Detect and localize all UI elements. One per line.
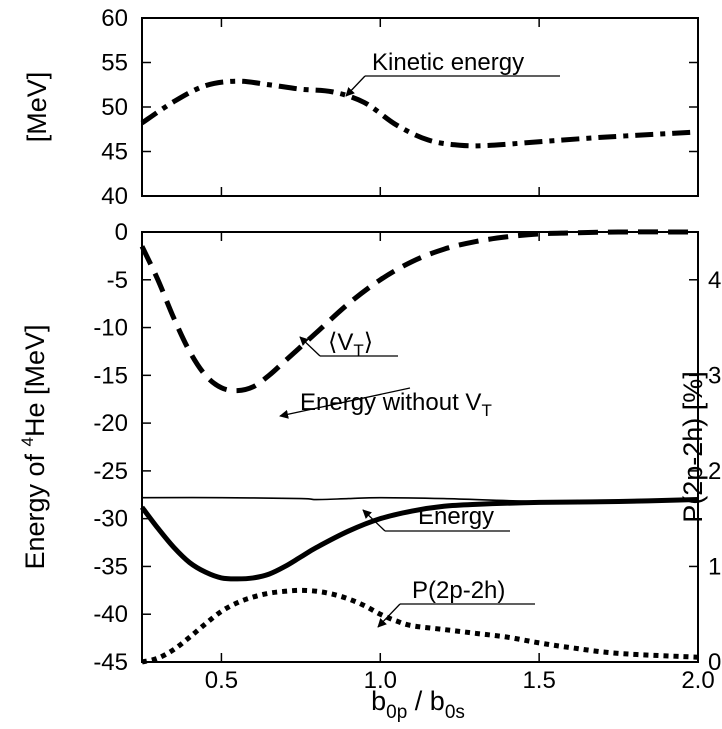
p2p2h-label: P(2p-2h) bbox=[412, 577, 505, 604]
bottom-left-y-ticks: 0 -5 -10 -15 -20 -25 -30 -35 -40 -45 bbox=[93, 219, 151, 676]
x-tick-label: 2.0 bbox=[681, 667, 714, 694]
vt-label: ⟨VT⟩ bbox=[328, 329, 373, 360]
bottom-y-tick-label: -40 bbox=[93, 601, 128, 628]
top-y-tick-label: 50 bbox=[101, 94, 128, 121]
x-tick-label: 1.0 bbox=[364, 667, 397, 694]
right-y-axis-label: P(2p-2h) [%] bbox=[678, 371, 708, 523]
bottom-y-axis-label: Energy of 4He [MeV] bbox=[18, 324, 50, 569]
bottom-y-tick-label: -45 bbox=[93, 649, 128, 676]
energy-arrow bbox=[362, 509, 386, 532]
energy-without-vt-underline bbox=[279, 387, 411, 419]
top-y-tick-label: 40 bbox=[101, 183, 128, 210]
top-y-ticks: 60 55 50 45 40 bbox=[101, 5, 699, 210]
top-series-group bbox=[140, 78, 699, 149]
top-y-tick-label: 60 bbox=[101, 5, 128, 32]
right-y-tick-label: 10 bbox=[708, 553, 722, 580]
bottom-y-tick-label: -20 bbox=[93, 410, 128, 437]
vt-arrow bbox=[299, 336, 321, 357]
bottom-y-tick-label: -15 bbox=[93, 362, 128, 389]
bottom-y-tick-label: 0 bbox=[115, 219, 128, 246]
energy-without-vt-label: Energy without VT bbox=[300, 389, 492, 420]
x-axis-label: b0p / b0s bbox=[371, 686, 465, 723]
bottom-y-tick-label: -30 bbox=[93, 506, 128, 533]
kinetic-energy-annotation: Kinetic energy bbox=[345, 49, 560, 97]
bottom-x-ticks: 0.5 1.0 1.5 2.0 bbox=[205, 232, 715, 694]
bottom-y-tick-label: -10 bbox=[93, 315, 128, 342]
right-y-tick-label: 30 bbox=[708, 362, 722, 389]
bottom-y-tick-label: -25 bbox=[93, 458, 128, 485]
right-y-tick-label: 0 bbox=[708, 649, 721, 676]
bottom-y-tick-label: -35 bbox=[93, 553, 128, 580]
p2p2h-annotation: P(2p-2h) bbox=[377, 577, 535, 628]
bottom-y-tick-label: -5 bbox=[107, 267, 128, 294]
energy-without-vt-annotation: Energy without VT bbox=[279, 387, 492, 420]
energy-label: Energy bbox=[418, 503, 494, 530]
x-tick-label: 0.5 bbox=[205, 667, 238, 694]
bottom-panel: 0 -5 -10 -15 -20 -25 -30 -35 -40 -45 40 30 20 10 0 0.… bbox=[18, 219, 722, 723]
p2p2h-arrow bbox=[377, 603, 401, 628]
energy-annotation: Energy bbox=[362, 503, 510, 532]
top-y-tick-label: 55 bbox=[101, 50, 128, 77]
kinetic-energy-label: Kinetic energy bbox=[372, 49, 524, 76]
top-panel: 60 55 50 45 40 [MeV] Kinetic energy bbox=[22, 5, 699, 210]
right-y-tick-label: 20 bbox=[708, 458, 722, 485]
top-y-axis-label: [MeV] bbox=[22, 72, 52, 143]
top-y-tick-label: 45 bbox=[101, 139, 128, 166]
series-line-kinetic-energy bbox=[140, 78, 699, 149]
x-tick-label: 1.5 bbox=[522, 667, 555, 694]
kinetic-energy-arrow bbox=[345, 75, 366, 97]
bottom-right-y-ticks: 40 30 20 10 0 bbox=[689, 267, 722, 676]
right-y-tick-label: 40 bbox=[708, 267, 722, 294]
series-line-p2p2h bbox=[141, 587, 699, 665]
top-plot-frame bbox=[141, 17, 699, 197]
series-line-vt bbox=[139, 229, 699, 394]
bottom-plot-frame bbox=[141, 231, 699, 663]
vt-annotation: ⟨VT⟩ bbox=[299, 329, 398, 360]
series-line-energy bbox=[140, 497, 699, 582]
